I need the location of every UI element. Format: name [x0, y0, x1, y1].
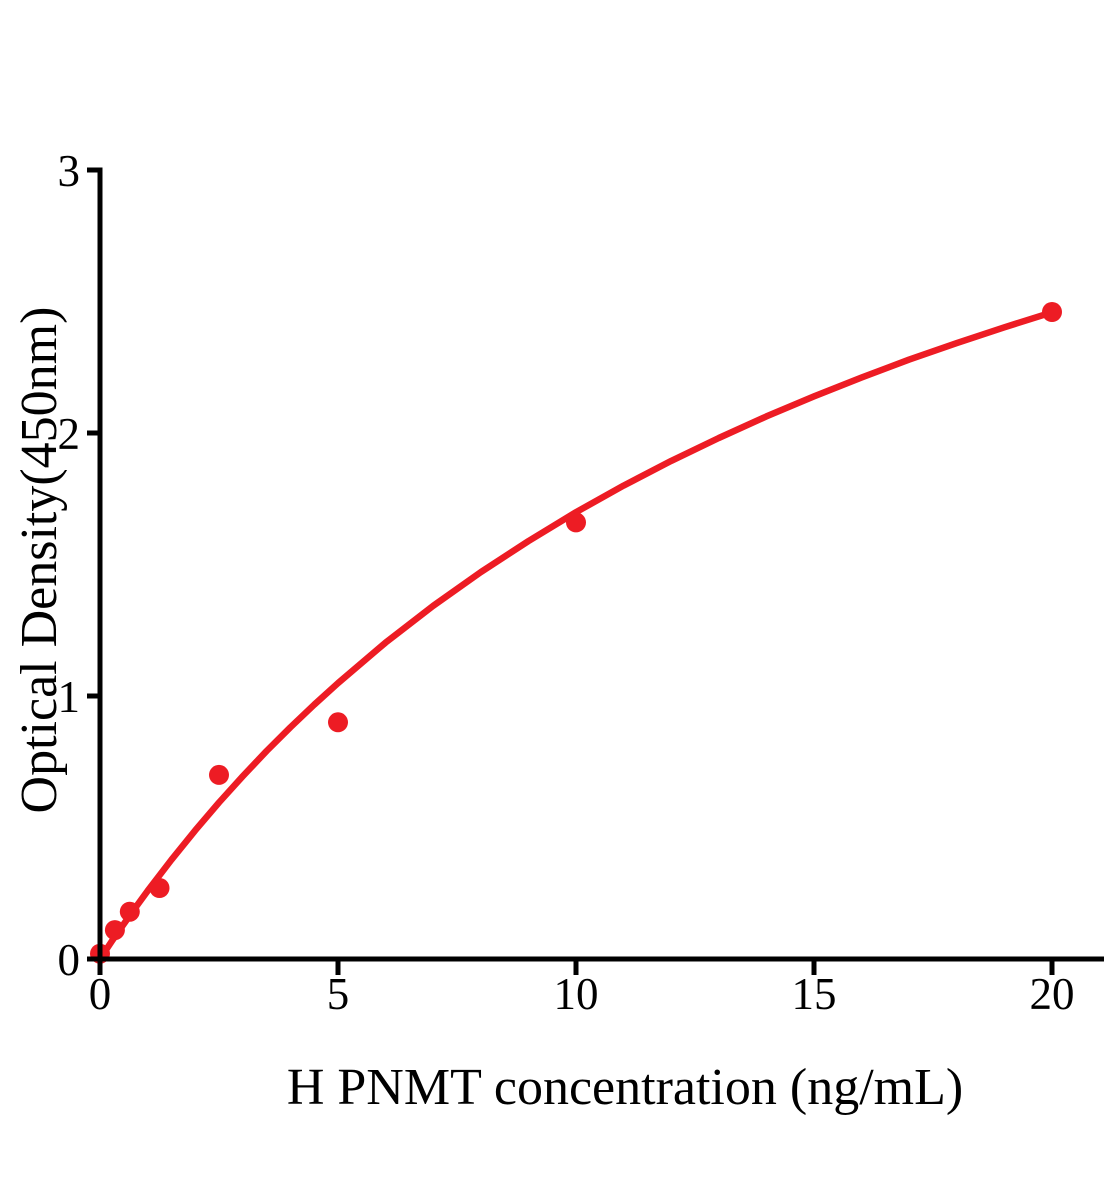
x-axis-label: H PNMT concentration (ng/mL)	[287, 1059, 963, 1116]
data-point	[1042, 302, 1062, 322]
y-axis-label: Optical Density(450nm)	[11, 307, 68, 814]
data-point	[119, 901, 140, 922]
y-tick-label: 1	[58, 672, 81, 722]
data-point	[566, 512, 586, 533]
data-point	[209, 764, 229, 785]
y-tick-label: 2	[58, 409, 81, 459]
data-point	[104, 920, 125, 941]
fit-curve-group	[96, 309, 1056, 963]
data-point	[328, 712, 348, 733]
data-point	[149, 878, 170, 898]
tick-labels-group: 0 5 10 15 20 0 1 2 3	[58, 146, 1075, 1019]
x-tick-label: 15	[792, 969, 837, 1019]
y-tick-label: 3	[58, 146, 81, 196]
x-tick-label: 10	[554, 969, 599, 1019]
axes-group	[97, 167, 1104, 962]
x-tick-label: 0	[89, 969, 112, 1019]
x-tick-label: 20	[1030, 969, 1075, 1019]
tick-marks-group	[87, 167, 1055, 975]
y-tick-label: 0	[58, 935, 81, 985]
data-points-group	[90, 302, 1062, 964]
x-tick-label: 5	[327, 969, 350, 1019]
fit-curve	[96, 309, 1056, 963]
